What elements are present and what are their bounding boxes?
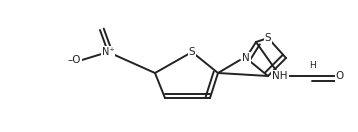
Text: S: S (189, 47, 195, 57)
Text: O: O (336, 71, 344, 81)
Text: S: S (265, 33, 271, 43)
Text: H: H (309, 62, 315, 70)
Text: N⁺: N⁺ (102, 47, 114, 57)
Text: N: N (242, 53, 250, 63)
Text: NH: NH (272, 71, 288, 81)
Text: –O: –O (67, 55, 81, 65)
